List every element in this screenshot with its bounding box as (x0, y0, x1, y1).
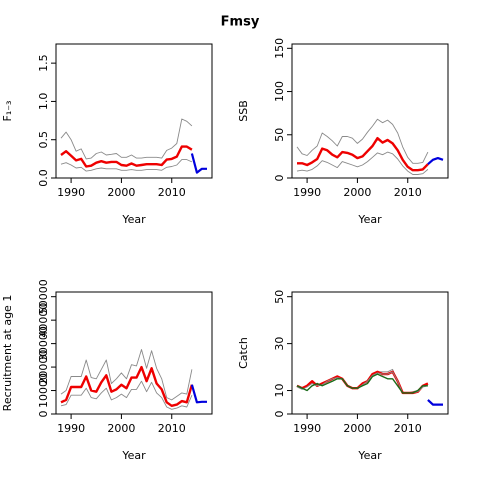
catch-ytick-label: 30 (273, 337, 286, 351)
rec-xtick-label: 2010 (158, 422, 186, 435)
ssb-y-axis-label: SSB (237, 100, 250, 122)
ssb-plot-frame (291, 43, 449, 179)
figure-title: Fmsy (221, 15, 260, 30)
f-lower-line (60, 159, 193, 172)
catch-median-line (296, 370, 429, 395)
f-projection-line (190, 153, 207, 174)
panel-catch: 1990 2000 2010 0 10 30 50 Year Catch (237, 290, 449, 462)
catch-x-axis-label: Year (357, 449, 382, 462)
catch-ytick-label: 50 (273, 290, 286, 304)
ssb-xtick-label: 2000 (343, 186, 371, 199)
ssb-upper-line (296, 118, 429, 164)
rec-lower-line (60, 380, 193, 410)
f-ytick-label: 1.5 (37, 54, 50, 71)
ssb-ytick-label: 150 (273, 38, 286, 59)
f-y-axis-label: F₁₋₃ (1, 101, 14, 122)
catch-y-axis-label: Catch (237, 337, 250, 369)
catch-upper-line (296, 368, 429, 394)
catch-xtick-label: 2010 (394, 422, 422, 435)
rec-plot-frame (55, 291, 213, 415)
ssb-xtick-label: 2010 (394, 186, 422, 199)
catch-ytick-label: 0 (273, 411, 286, 418)
ssb-ytick-label: 50 (273, 128, 286, 142)
ssb-x-axis-label: Year (357, 213, 382, 226)
ssb-ytick-label: 0 (273, 175, 286, 182)
catch-ytick-label: 10 (273, 384, 286, 398)
rec-xtick-label: 1990 (57, 422, 85, 435)
ssb-xtick-label: 1990 (293, 186, 321, 199)
rec-median-line (60, 365, 194, 407)
panel-ssb: 1990 2000 2010 0 50 100 150 Year SSB (237, 38, 449, 226)
catch-xtick-label: 2000 (343, 422, 371, 435)
ssb-projection-line (427, 157, 444, 166)
f-plot-frame (55, 43, 213, 179)
rec-x-axis-label: Year (121, 449, 146, 462)
ssb-median-line (297, 136, 429, 172)
f-xtick-label: 2010 (158, 186, 186, 199)
rec-upper-line (60, 349, 193, 401)
f-xtick-label: 2000 (107, 186, 135, 199)
catch-observed-line (296, 373, 428, 394)
rec-ytick-label: 0 (37, 411, 50, 418)
f-ytick-label: 0.0 (37, 169, 50, 187)
rec-ytick-label: 50000 (37, 279, 50, 314)
f-x-axis-label: Year (121, 213, 146, 226)
f-xtick-label: 1990 (57, 186, 85, 199)
f-ytick-label: 0.5 (37, 131, 50, 149)
f-upper-line (60, 118, 193, 160)
rec-ytick-label: 40000 (37, 303, 50, 338)
f-ytick-label: 1.0 (37, 93, 50, 111)
ssb-lower-line (296, 151, 429, 175)
catch-xtick-label: 1990 (293, 422, 321, 435)
rec-xtick-label: 2000 (107, 422, 135, 435)
panels: 1990 2000 2010 0.0 0.5 1.0 1.5 Year F₁₋₃ 1990 2000… (1, 38, 449, 462)
rec-ytick-label: 20000 (37, 350, 50, 385)
f-median-line (60, 145, 193, 168)
panel-f: 1990 2000 2010 0.0 0.5 1.0 1.5 Year F₁₋₃ (1, 43, 213, 226)
catch-plot-frame (291, 291, 449, 415)
rec-projection-line (190, 384, 207, 404)
rec-ytick-label: 10000 (37, 373, 50, 408)
rec-ytick-label: 30000 (37, 326, 50, 361)
catch-projection-line (427, 399, 443, 406)
ssb-ytick-label: 100 (273, 81, 286, 102)
rec-y-axis-label: Recruitment at age 1 (1, 295, 14, 412)
